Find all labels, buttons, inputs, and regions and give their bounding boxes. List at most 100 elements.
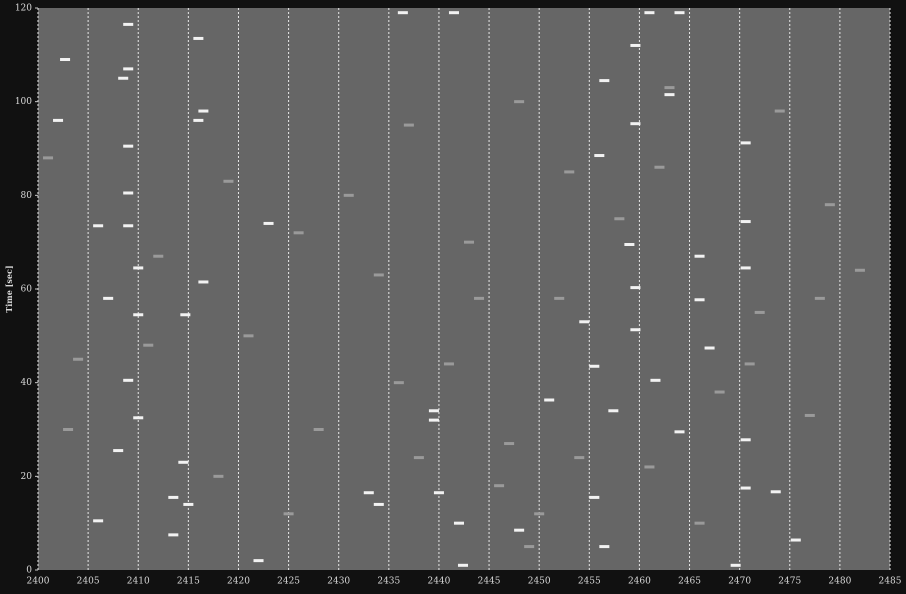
signal-dash xyxy=(428,418,439,422)
signal-dash xyxy=(403,123,414,127)
signal-dash xyxy=(714,390,725,394)
signal-dash xyxy=(544,398,555,402)
signal-dash xyxy=(428,409,439,413)
signal-dash xyxy=(397,11,408,15)
signal-dash xyxy=(664,93,675,97)
signal-dash xyxy=(93,519,104,523)
x-tick-label: 2465 xyxy=(678,577,701,587)
signal-dash xyxy=(53,118,64,122)
signal-dash xyxy=(644,11,655,15)
signal-dash xyxy=(754,310,765,314)
signal-dash xyxy=(574,456,585,460)
signal-dash xyxy=(168,495,179,499)
x-tick-label: 2480 xyxy=(828,577,851,587)
signal-dash xyxy=(694,298,705,302)
signal-dash xyxy=(589,364,600,368)
signal-dash xyxy=(744,362,755,366)
signal-dash xyxy=(514,528,525,532)
signal-dash xyxy=(123,144,134,148)
signal-dash xyxy=(740,438,751,442)
signal-dash xyxy=(93,224,104,228)
signal-dash xyxy=(740,141,751,145)
signal-dash xyxy=(123,191,134,195)
signal-dash xyxy=(704,346,715,350)
x-tick-label: 2440 xyxy=(427,577,450,587)
signal-dash xyxy=(579,320,590,324)
signal-dash xyxy=(664,86,675,90)
signal-dash xyxy=(554,296,565,300)
x-tick-label: 2450 xyxy=(528,577,551,587)
x-tick-label: 2415 xyxy=(177,577,200,587)
x-tick-label: 2460 xyxy=(628,577,651,587)
signal-dash xyxy=(589,495,600,499)
signal-dash xyxy=(133,266,144,270)
signal-dash xyxy=(650,378,661,382)
signal-dash xyxy=(814,296,825,300)
signal-dash xyxy=(118,76,129,80)
signal-dash xyxy=(123,378,134,382)
signal-dash xyxy=(594,154,605,158)
signal-dash xyxy=(524,545,535,549)
signal-dash xyxy=(198,280,209,284)
signal-dash xyxy=(143,343,154,347)
signal-dash xyxy=(674,430,685,434)
signal-dash xyxy=(654,165,665,169)
signal-dash xyxy=(534,512,545,516)
signal-dash xyxy=(774,109,785,113)
signal-dash xyxy=(178,460,189,464)
signal-dash xyxy=(180,313,191,317)
signal-dash xyxy=(60,58,71,62)
signal-dash xyxy=(804,413,815,417)
x-tick-label: 2455 xyxy=(578,577,601,587)
signal-dash xyxy=(123,67,134,71)
signal-dash xyxy=(630,328,641,332)
signal-dash xyxy=(263,221,274,225)
signal-dash xyxy=(457,563,469,567)
signal-dash xyxy=(198,109,209,113)
signal-dash xyxy=(730,563,741,567)
signal-dash xyxy=(630,43,641,47)
signal-dash xyxy=(630,122,641,126)
signal-dash xyxy=(630,286,641,290)
x-tick-label: 2425 xyxy=(277,577,300,587)
signal-dash xyxy=(614,217,625,221)
signal-dash xyxy=(824,203,835,207)
signal-dash xyxy=(694,521,705,525)
x-tick-label: 2410 xyxy=(127,577,150,587)
signal-dash xyxy=(213,474,224,478)
signal-dash xyxy=(113,449,124,453)
signal-dash xyxy=(608,409,619,413)
y-tick-label: 120 xyxy=(15,4,32,14)
signal-dash xyxy=(740,266,751,270)
signal-dash xyxy=(599,79,610,83)
x-tick-label: 2400 xyxy=(27,577,50,587)
x-tick-label: 2470 xyxy=(728,577,751,587)
signal-dash xyxy=(373,273,384,277)
signal-dash xyxy=(740,486,751,490)
y-tick-label: 0 xyxy=(26,566,32,576)
y-tick-label: 100 xyxy=(15,97,32,107)
signal-dash xyxy=(448,11,459,15)
x-tick-label: 2475 xyxy=(778,577,801,587)
signal-dash xyxy=(854,268,865,272)
signal-dash xyxy=(644,465,655,469)
signal-dash xyxy=(564,170,575,174)
x-tick-label: 2485 xyxy=(879,577,902,587)
signal-dash xyxy=(193,118,204,122)
signal-dash xyxy=(283,512,294,516)
signal-dash xyxy=(514,100,525,104)
signal-dash xyxy=(624,243,635,247)
signal-dash xyxy=(123,22,134,26)
signal-dash xyxy=(133,313,144,317)
x-tick-label: 2405 xyxy=(77,577,100,587)
signal-dash xyxy=(453,521,464,525)
signal-dash xyxy=(474,296,485,300)
signal-dash xyxy=(790,538,801,542)
signal-dash xyxy=(740,220,751,224)
x-tick-label: 2420 xyxy=(227,577,250,587)
signal-dash xyxy=(343,193,354,197)
signal-dash xyxy=(253,559,264,563)
signal-dash xyxy=(103,296,114,300)
